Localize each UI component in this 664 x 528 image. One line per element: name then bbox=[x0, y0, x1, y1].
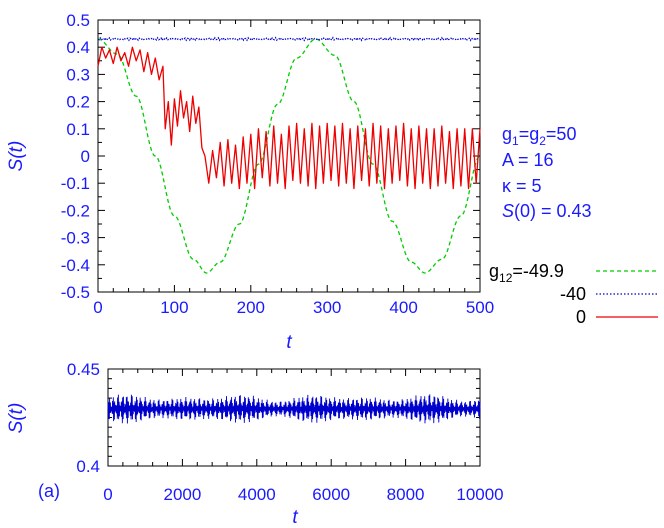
main-x-tick-label: 400 bbox=[389, 298, 417, 317]
inset-panel: 0 2000 4000 6000 8000 10000 0.45 0.4 t S(t) (a) bbox=[6, 360, 504, 528]
series-g12-neg-49-9 bbox=[97, 38, 481, 274]
panel-label-a: (a) bbox=[38, 481, 60, 501]
main-x-axis-label: t bbox=[286, 332, 292, 353]
inset-x-tick-label: 0 bbox=[103, 485, 112, 504]
main-series bbox=[97, 36, 481, 274]
main-x-tick-label: 300 bbox=[313, 298, 341, 317]
main-panel: 0 100 200 300 400 500 0.5 0.4 0.3 0.2 0.1 0 -0.1 -0.2… bbox=[6, 11, 658, 353]
inset-tick-labels: 0 2000 4000 6000 8000 10000 0.45 0.4 bbox=[67, 360, 504, 504]
main-y-axis-label: S(t) bbox=[6, 141, 27, 172]
inset-y-axis-label: S(t) bbox=[6, 403, 27, 434]
main-y-tick-label: -0.2 bbox=[61, 201, 90, 220]
inset-series-neg-40 bbox=[107, 394, 481, 424]
main-tick-labels: 0 100 200 300 400 500 0.5 0.4 0.3 0.2 0.1 0 -0.1 -0.2… bbox=[61, 11, 494, 317]
parameter-annotations: g1=g2=50 A = 16 κ = 5 S(0) = 0.43 bbox=[502, 124, 592, 221]
main-x-tick-label: 200 bbox=[237, 298, 265, 317]
inset-x-axis-label: t bbox=[292, 507, 298, 528]
inset-x-tick-label: 10000 bbox=[456, 485, 503, 504]
main-y-tick-label: 0.1 bbox=[66, 120, 90, 139]
main-ticks bbox=[97, 19, 481, 293]
legend-label-g12-neg-49-9: g12=-49.9 bbox=[489, 261, 564, 285]
legend-label-zero: 0 bbox=[576, 307, 586, 327]
inset-plot-frame bbox=[107, 368, 481, 467]
inset-ticks bbox=[107, 368, 481, 467]
main-y-tick-label: -0.3 bbox=[61, 229, 90, 248]
main-x-tick-label: 0 bbox=[93, 298, 102, 317]
legend: g12=-49.9 -40 0 bbox=[489, 261, 658, 327]
series-zero bbox=[97, 46, 481, 190]
main-y-tick-label: 0.2 bbox=[66, 93, 90, 112]
annotation-g1-g2: g1=g2=50 bbox=[502, 124, 576, 148]
main-y-tick-label: 0.4 bbox=[66, 38, 90, 57]
annotation-s0: S(0) = 0.43 bbox=[502, 201, 592, 221]
main-y-tick-label: 0 bbox=[81, 147, 90, 166]
inset-x-tick-label: 2000 bbox=[163, 485, 201, 504]
main-x-tick-label: 500 bbox=[466, 298, 494, 317]
annotation-kappa: κ = 5 bbox=[502, 176, 542, 196]
inset-y-tick-label: 0.45 bbox=[67, 360, 100, 379]
main-y-tick-label: 0.5 bbox=[66, 11, 90, 30]
main-x-tick-label: 100 bbox=[160, 298, 188, 317]
inset-x-tick-label: 8000 bbox=[387, 485, 425, 504]
inset-series bbox=[107, 394, 481, 424]
main-y-tick-label: -0.4 bbox=[61, 256, 90, 275]
inset-x-tick-label: 6000 bbox=[312, 485, 350, 504]
series-neg-40 bbox=[97, 36, 481, 42]
main-y-tick-label: -0.5 bbox=[61, 283, 90, 302]
main-y-tick-label: 0.3 bbox=[66, 65, 90, 84]
annotation-amplitude: A = 16 bbox=[502, 150, 554, 170]
inset-x-tick-label: 4000 bbox=[238, 485, 276, 504]
main-y-tick-label: -0.1 bbox=[61, 174, 90, 193]
inset-y-tick-label: 0.4 bbox=[76, 457, 100, 476]
legend-label-neg-40: -40 bbox=[560, 284, 586, 304]
